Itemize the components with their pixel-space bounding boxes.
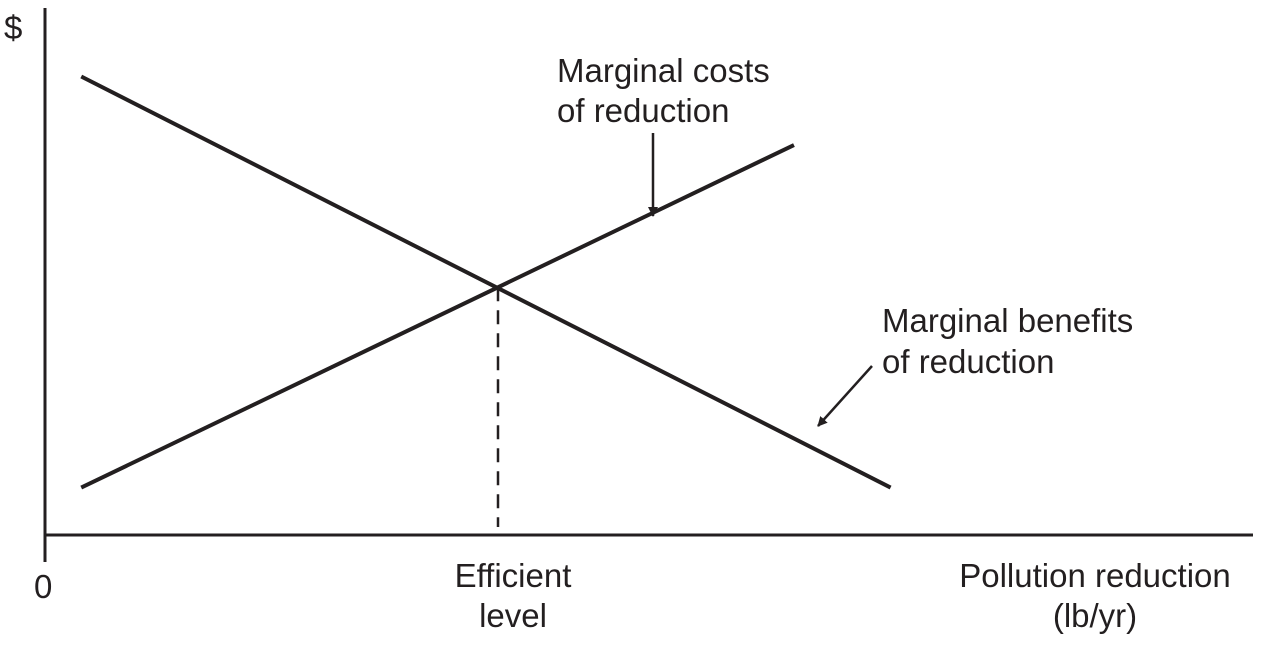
marginal-benefits-label-line-1: Marginal benefits: [882, 302, 1133, 339]
x-axis-label-line-1: Pollution reduction: [959, 557, 1231, 594]
y-axis-label: $: [4, 9, 22, 46]
x-axis-label-line-2: (lb/yr): [1053, 597, 1137, 634]
marginal-costs-label-line-1: Marginal costs: [557, 52, 770, 89]
marginal-costs-line: [80, 143, 795, 490]
marginal-benefits-label-line-2: of reduction: [882, 343, 1054, 380]
marginal-benefits-arrow: [817, 365, 873, 427]
marginal-benefits-line: [80, 74, 892, 490]
efficient-level-label-line-2: level: [479, 597, 547, 634]
marginal-costs-label-line-2: of reduction: [557, 92, 729, 129]
efficient-level-label-line-1: Efficient: [455, 557, 572, 594]
origin-label: 0: [34, 568, 52, 605]
